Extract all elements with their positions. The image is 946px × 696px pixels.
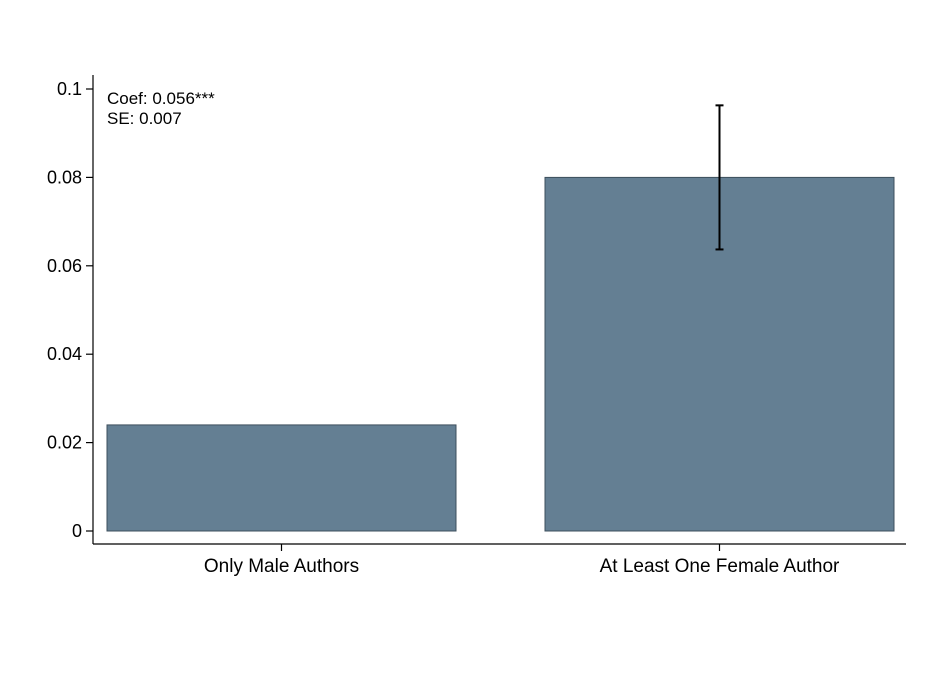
annotation-coef: Coef: 0.056***: [107, 89, 215, 108]
x-axis: Only Male Authors At Least One Female Aut…: [93, 543, 906, 577]
y-tick-label: 0.06: [47, 256, 82, 276]
y-tick-label: 0: [72, 521, 82, 541]
x-category-label: At Least One Female Author: [600, 556, 840, 577]
bar-1: [106, 424, 457, 532]
y-tick-label: 0.04: [47, 344, 82, 364]
error-bars: [715, 104, 724, 251]
coefficient-annotation: Coef: 0.056*** SE: 0.007: [107, 89, 215, 128]
y-tick-label: 0.1: [57, 79, 82, 99]
y-tick-label: 0.08: [47, 167, 82, 187]
annotation-se: SE: 0.007: [107, 109, 182, 128]
bars: [106, 176, 895, 532]
x-category-label: Only Male Authors: [204, 556, 359, 577]
y-tick-label: 0.02: [47, 433, 82, 453]
y-axis: 0 0.02 0.04 0.06 0.08 0.1: [47, 75, 94, 544]
